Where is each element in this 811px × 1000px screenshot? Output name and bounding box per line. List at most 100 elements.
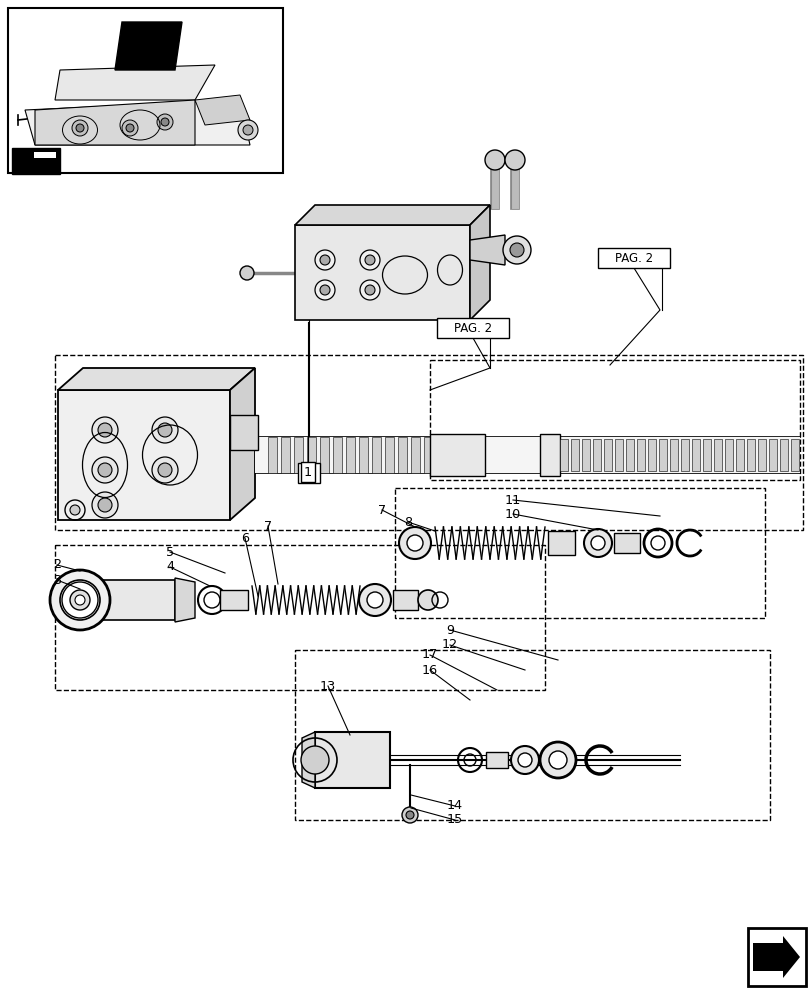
- Polygon shape: [268, 437, 277, 473]
- Polygon shape: [220, 590, 247, 610]
- Bar: [436, 318, 508, 338]
- Polygon shape: [230, 368, 255, 520]
- Polygon shape: [384, 437, 393, 473]
- Text: 4: 4: [165, 560, 174, 574]
- Circle shape: [367, 592, 383, 608]
- Polygon shape: [302, 732, 315, 788]
- Circle shape: [401, 807, 418, 823]
- Circle shape: [92, 492, 118, 518]
- Polygon shape: [294, 437, 303, 473]
- Circle shape: [238, 120, 258, 140]
- Polygon shape: [613, 533, 639, 553]
- Polygon shape: [768, 439, 776, 471]
- Polygon shape: [307, 437, 315, 473]
- Bar: [55, 355, 802, 530]
- Circle shape: [320, 285, 329, 295]
- Circle shape: [161, 118, 169, 126]
- Polygon shape: [255, 437, 799, 473]
- Polygon shape: [757, 439, 765, 471]
- Polygon shape: [315, 732, 389, 788]
- Polygon shape: [636, 439, 644, 471]
- Polygon shape: [55, 65, 215, 100]
- Circle shape: [152, 417, 178, 443]
- Text: 12: 12: [441, 639, 457, 652]
- Circle shape: [502, 236, 530, 264]
- Text: 8: 8: [403, 516, 411, 528]
- Polygon shape: [115, 22, 182, 70]
- Polygon shape: [669, 439, 677, 471]
- Polygon shape: [358, 437, 367, 473]
- Text: 7: 7: [377, 504, 385, 516]
- Polygon shape: [345, 437, 354, 473]
- Polygon shape: [486, 752, 508, 768]
- Bar: [430, 360, 799, 480]
- Text: 13: 13: [320, 680, 336, 692]
- Polygon shape: [570, 439, 578, 471]
- Circle shape: [70, 590, 90, 610]
- Polygon shape: [752, 936, 799, 978]
- Polygon shape: [547, 531, 574, 555]
- Bar: [747, 928, 805, 986]
- Polygon shape: [281, 437, 290, 473]
- Circle shape: [509, 243, 523, 257]
- Circle shape: [92, 417, 118, 443]
- Polygon shape: [320, 437, 328, 473]
- Circle shape: [315, 250, 335, 270]
- Circle shape: [365, 285, 375, 295]
- Circle shape: [158, 423, 172, 437]
- Polygon shape: [625, 439, 633, 471]
- Circle shape: [157, 114, 173, 130]
- Circle shape: [406, 811, 414, 819]
- Polygon shape: [581, 439, 590, 471]
- Polygon shape: [397, 437, 406, 473]
- Polygon shape: [430, 434, 484, 476]
- Polygon shape: [735, 439, 743, 471]
- Circle shape: [98, 423, 112, 437]
- Polygon shape: [470, 205, 489, 320]
- Text: 9: 9: [445, 624, 453, 637]
- Polygon shape: [14, 152, 56, 158]
- Circle shape: [320, 255, 329, 265]
- Circle shape: [122, 120, 138, 136]
- Polygon shape: [58, 390, 230, 520]
- Polygon shape: [779, 439, 787, 471]
- Bar: [597, 248, 669, 268]
- Polygon shape: [393, 590, 418, 610]
- Circle shape: [504, 150, 525, 170]
- Circle shape: [548, 751, 566, 769]
- Polygon shape: [724, 439, 732, 471]
- Bar: [394, 488, 764, 618]
- Circle shape: [406, 535, 423, 551]
- Polygon shape: [470, 235, 504, 265]
- Polygon shape: [539, 434, 560, 476]
- Polygon shape: [230, 415, 258, 450]
- Polygon shape: [294, 205, 489, 225]
- Text: 17: 17: [422, 648, 438, 662]
- Bar: [294, 650, 769, 820]
- Polygon shape: [603, 439, 611, 471]
- Text: PAG. 2: PAG. 2: [614, 251, 652, 264]
- Circle shape: [98, 498, 112, 512]
- Text: PAG. 2: PAG. 2: [453, 322, 491, 334]
- Text: 7: 7: [264, 520, 272, 532]
- Polygon shape: [614, 439, 622, 471]
- Polygon shape: [410, 437, 419, 473]
- Text: 15: 15: [446, 813, 462, 826]
- Polygon shape: [790, 439, 798, 471]
- Text: 2: 2: [53, 558, 61, 572]
- Polygon shape: [746, 439, 754, 471]
- Circle shape: [60, 580, 100, 620]
- Bar: [8, 8, 283, 173]
- Circle shape: [50, 570, 109, 630]
- Circle shape: [590, 536, 604, 550]
- Circle shape: [418, 590, 437, 610]
- Text: 11: 11: [504, 493, 521, 506]
- Polygon shape: [195, 95, 250, 125]
- Polygon shape: [647, 439, 655, 471]
- Polygon shape: [702, 439, 710, 471]
- Circle shape: [365, 255, 375, 265]
- Circle shape: [240, 266, 254, 280]
- Polygon shape: [560, 439, 568, 471]
- Circle shape: [72, 120, 88, 136]
- Circle shape: [301, 746, 328, 774]
